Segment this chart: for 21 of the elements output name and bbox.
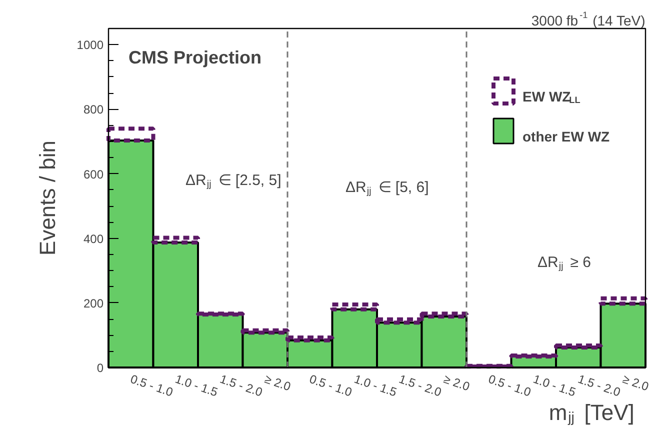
x-tick-label: 1.0 - 1.5 [531, 372, 578, 400]
y-tick-label: 0 [96, 361, 104, 375]
y-tick-label: 800 [83, 102, 104, 117]
x-tick-label: ≥ 2.0 [620, 372, 651, 394]
y-tick-label: 400 [83, 232, 104, 246]
x-tick-label: ≥ 2.0 [262, 372, 293, 394]
x-tick-label: 1.0 - 1.5 [173, 372, 220, 400]
y-tick-label: 1000 [76, 38, 104, 52]
legend-label: other EW WZ [522, 128, 610, 144]
text: CMS Projection [128, 48, 262, 68]
x-tick-label: 1.0 - 1.5 [352, 372, 399, 400]
y-tick-label: 200 [83, 296, 104, 310]
x-tick-label: 0.5 - 1.0 [128, 372, 176, 400]
y-tick-label: 600 [83, 167, 104, 182]
x-tick-label: 1.5 - 2.0 [397, 372, 444, 400]
x-tick-label: 0.5 - 1.0 [308, 372, 354, 400]
x-tick-label: 0.5 - 1.0 [486, 372, 534, 400]
x-tick-label: ≥ 2.0 [442, 372, 472, 394]
x-tick-label: 1.5 - 2.0 [218, 372, 265, 400]
x-tick-label: 1.5 - 2.0 [576, 372, 623, 400]
y-axis-title: Events / bin [35, 140, 60, 256]
